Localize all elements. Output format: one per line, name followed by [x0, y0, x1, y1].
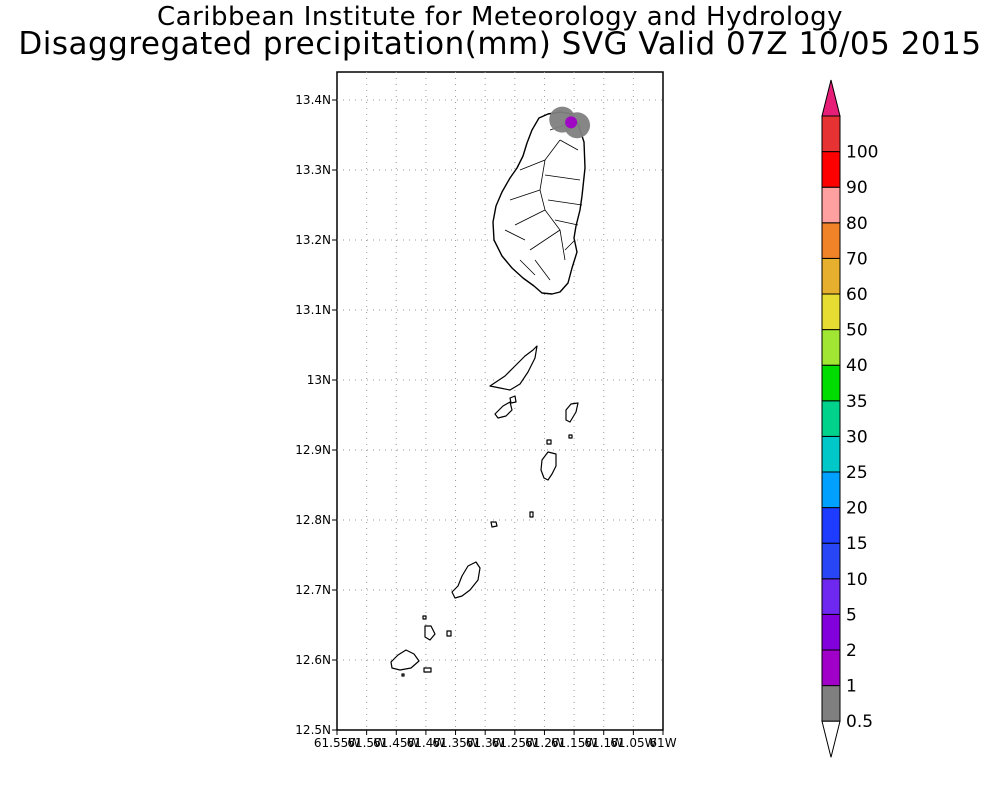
colorbar-level-label: 15 [846, 534, 868, 554]
colorbar-swatch [821, 364, 841, 402]
grenadines-islands [390, 345, 579, 677]
colorbar-bottom-arrow [821, 720, 841, 758]
lat-tick-label: 12.6N [295, 653, 331, 667]
colorbar-swatch [821, 649, 841, 687]
colorbar-swatch [821, 329, 841, 366]
colorbar-swatch [821, 400, 841, 437]
colorbar-level-label: 2 [846, 641, 857, 661]
colorbar-level-label: 35 [846, 392, 868, 412]
colorbar-swatch [821, 222, 841, 259]
colorbar-top-arrow [821, 79, 841, 117]
lat-tick-label: 13.4N [295, 93, 331, 107]
colorbar-level-label: 40 [846, 356, 868, 376]
lon-tick-label: 61.45W [373, 736, 419, 750]
lat-tick-label: 12.9N [295, 443, 331, 457]
colorbar-level-label: 90 [846, 178, 868, 198]
colorbar-swatch [821, 257, 841, 295]
colorbar-level-label: 0.5 [846, 712, 873, 732]
colorbar-level-label: 100 [846, 143, 878, 163]
lon-tick-label: 61.5W [347, 736, 386, 750]
colorbar-level-label: 1 [846, 677, 857, 697]
map-title: Caribbean Institute for Meteorology and … [157, 2, 843, 32]
colorbar-swatch [821, 115, 841, 153]
colorbar-level-label: 20 [846, 499, 868, 519]
plot-frame [336, 71, 664, 731]
colorbar-level-label: 80 [846, 214, 868, 234]
grid-lines [337, 72, 663, 730]
lon-tick-label: 61.1W [584, 736, 623, 750]
lon-tick-label: 61.25W [492, 736, 538, 750]
colorbar-swatch [821, 186, 841, 224]
lon-tick-label: 61.15W [551, 736, 597, 750]
colorbar-level-label: 60 [846, 285, 868, 305]
colorbar-level-label: 10 [846, 570, 868, 590]
map-subtitle: Disaggregated precipitation(mm) SVG Vali… [18, 26, 982, 62]
lon-tick-label: 61.05W [610, 736, 656, 750]
lon-tick-label: 61.35W [432, 736, 478, 750]
colorbar-swatch [821, 435, 841, 473]
lon-tick-label: 61.3W [466, 736, 505, 750]
lon-tick-label: 61.2W [525, 736, 564, 750]
lat-tick-label: 13.1N [295, 303, 331, 317]
lat-tick-label: 12.5N [295, 723, 331, 737]
colorbar-level-label: 25 [846, 463, 868, 483]
axis-ticks: 13.4N 13.3N 13.2N 13.1N 13N 12.9N 12.8N 12.7N 12… [295, 93, 676, 750]
lat-tick-label: 12.8N [295, 513, 331, 527]
lat-tick-label: 13.2N [295, 233, 331, 247]
colorbar-level-label: 30 [846, 427, 868, 447]
colorbar-swatch [821, 293, 841, 331]
precip-cell [565, 116, 578, 129]
colorbar-swatch [821, 507, 841, 544]
colorbar-swatch [821, 685, 841, 722]
precipitation-overlay [549, 106, 591, 139]
lon-tick-label: 61.55W [314, 736, 360, 750]
colorbar-swatch [821, 578, 841, 615]
lat-tick-label: 12.7N [295, 583, 331, 597]
lon-tick-label: 61W [649, 736, 676, 750]
lon-tick-label: 61.4W [407, 736, 446, 750]
colorbar-level-label: 5 [846, 605, 857, 625]
colorbar-swatch [821, 471, 841, 509]
colorbar-swatch [821, 613, 841, 651]
colorbar-level-label: 50 [846, 321, 868, 341]
colorbar-level-label: 70 [846, 249, 868, 269]
colorbar-swatch [821, 151, 841, 188]
lat-tick-label: 13.3N [295, 163, 331, 177]
lat-tick-label: 13N [307, 373, 331, 387]
colorbar-swatch [821, 542, 841, 580]
